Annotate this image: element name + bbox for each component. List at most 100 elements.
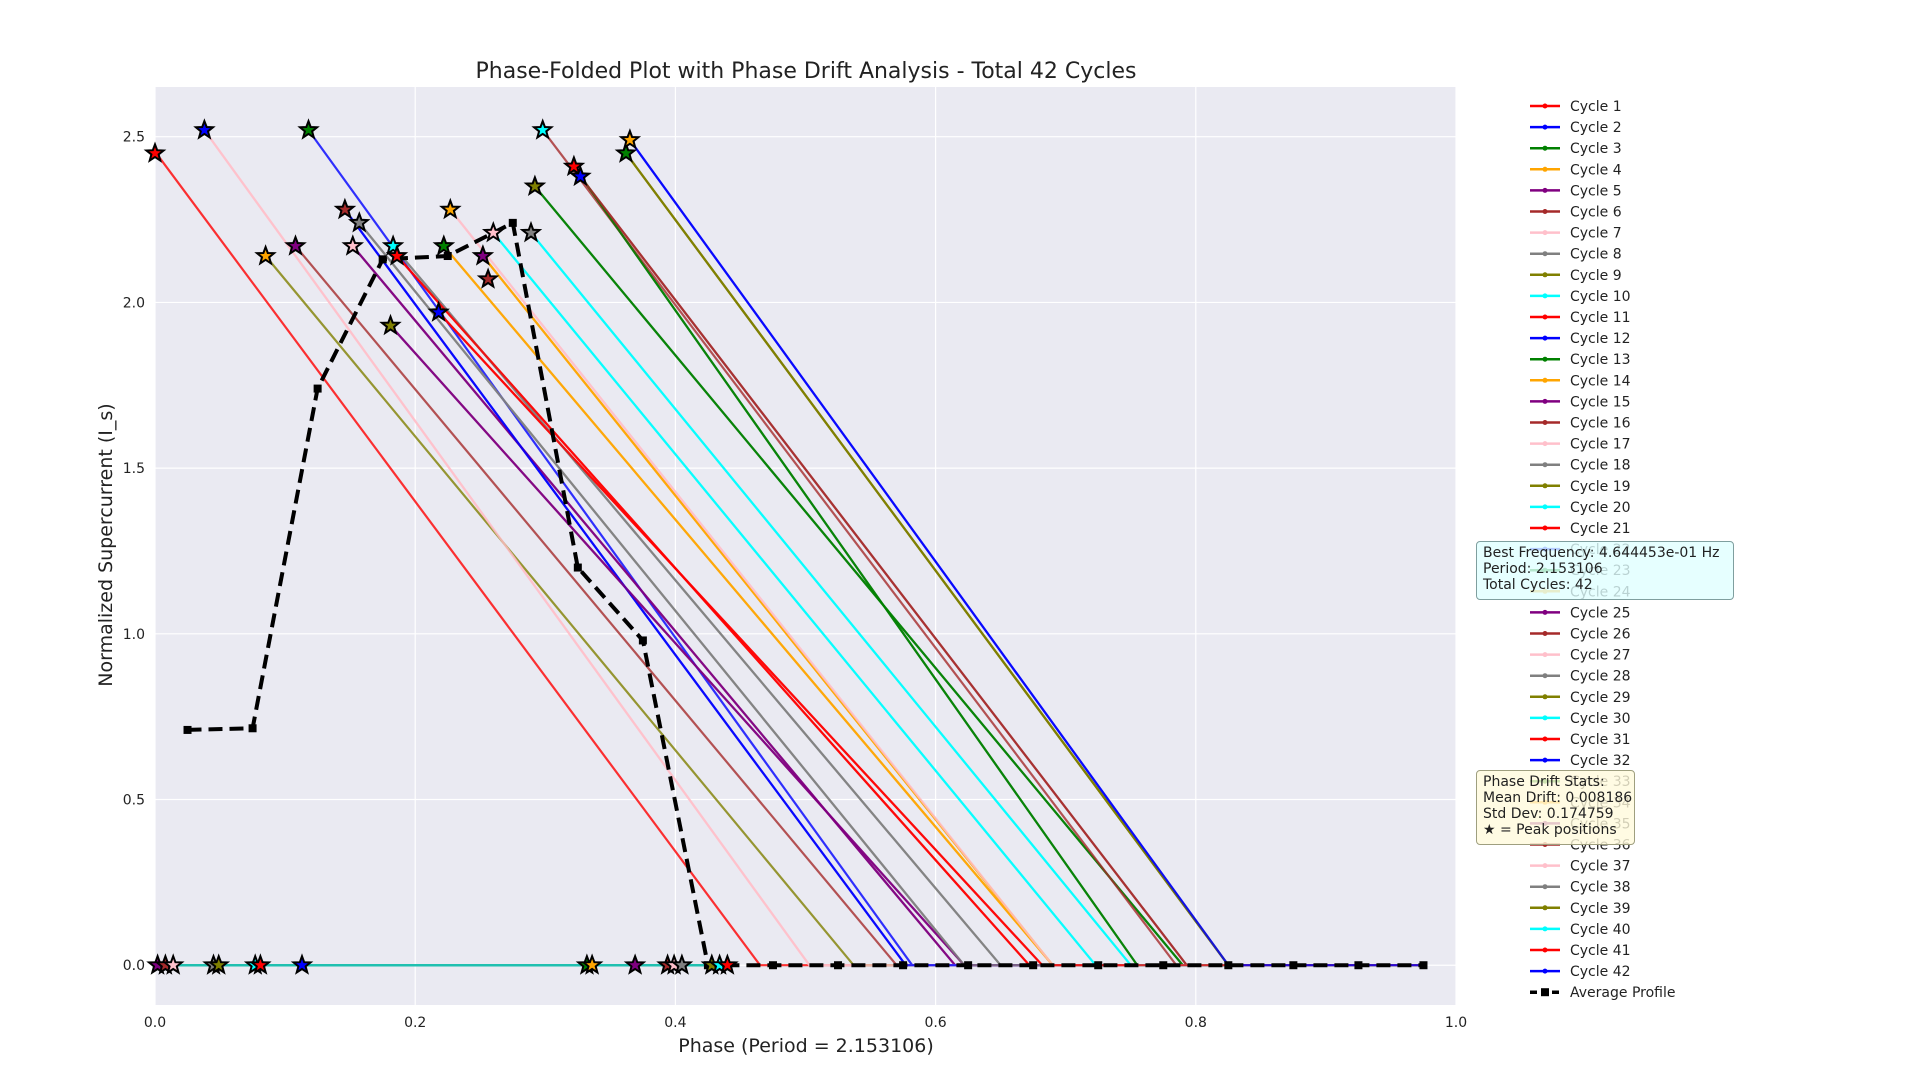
peak-star bbox=[143, 141, 167, 163]
legend-item: Cycle 5 bbox=[1530, 183, 1622, 199]
legend-label: Cycle 28 bbox=[1570, 669, 1631, 685]
peak-stars bbox=[143, 118, 739, 975]
legend-swatch-marker bbox=[1542, 293, 1548, 299]
peak-star bbox=[614, 141, 638, 163]
peak-star bbox=[193, 118, 216, 140]
average-profile-marker bbox=[1354, 961, 1363, 970]
legend-label: Cycle 32 bbox=[1570, 753, 1631, 769]
legend-swatch-marker bbox=[1542, 947, 1548, 953]
legend-label: Cycle 1 bbox=[1570, 99, 1622, 115]
legend-item: Cycle 42 bbox=[1530, 964, 1631, 980]
x-tick-label: 0.2 bbox=[404, 1015, 426, 1031]
peak-star bbox=[471, 244, 495, 266]
legend-swatch-marker bbox=[1542, 209, 1548, 214]
legend-label: Cycle 25 bbox=[1570, 605, 1631, 621]
peak-star bbox=[481, 220, 505, 243]
legend-swatch-marker bbox=[1542, 757, 1548, 763]
legend-item: Cycle 17 bbox=[1530, 437, 1631, 453]
average-profile-marker bbox=[834, 961, 843, 970]
y-tick-label: 1.5 bbox=[123, 461, 145, 477]
legend-label: Cycle 29 bbox=[1570, 690, 1631, 706]
legend-swatch-marker bbox=[1542, 398, 1548, 404]
legend-swatch-marker bbox=[1542, 673, 1548, 679]
legend-item: Cycle 30 bbox=[1530, 711, 1631, 727]
average-profile-line bbox=[187, 219, 1424, 968]
legend-swatch-marker bbox=[1542, 884, 1548, 890]
legend-item: Cycle 14 bbox=[1530, 373, 1631, 389]
legend-swatch-marker bbox=[1542, 863, 1548, 869]
peak-star bbox=[249, 953, 272, 975]
axis-ticks: 0.0 0.2 0.4 0.6 0.8 1.0 0.0 0.5 1.0 1.5 2.0 2.5 bbox=[123, 130, 1467, 1031]
average-profile-marker bbox=[638, 636, 647, 645]
legend-item: Cycle 32 bbox=[1530, 753, 1631, 769]
legend-label: Cycle 18 bbox=[1570, 458, 1631, 474]
legend-label: Cycle 8 bbox=[1570, 247, 1622, 263]
legend-label: Cycle 42 bbox=[1570, 964, 1631, 980]
average-profile-marker bbox=[248, 724, 257, 733]
average-profile-marker bbox=[313, 384, 322, 393]
legend-item: Cycle 7 bbox=[1530, 226, 1622, 242]
peak-star bbox=[290, 953, 314, 975]
peak-star bbox=[341, 234, 365, 256]
legend-swatch-marker bbox=[1542, 652, 1548, 658]
legend-label: Cycle 38 bbox=[1570, 880, 1631, 896]
legend-item: Cycle 26 bbox=[1530, 627, 1631, 643]
legend-item: Cycle 39 bbox=[1530, 901, 1631, 917]
peak-star bbox=[381, 234, 405, 256]
plot-area bbox=[155, 87, 1456, 1005]
peak-star bbox=[562, 154, 586, 177]
average-profile-marker bbox=[1419, 961, 1428, 970]
average-profile-marker bbox=[573, 563, 582, 572]
legend-item: Cycle 27 bbox=[1530, 648, 1631, 664]
average-profile-marker bbox=[443, 252, 452, 261]
legend-item: Cycle 29 bbox=[1530, 690, 1631, 706]
legend-swatch-marker bbox=[1542, 968, 1548, 974]
legend-item: Cycle 40 bbox=[1530, 922, 1631, 938]
legend-label: Cycle 39 bbox=[1570, 901, 1631, 917]
average-profile-marker bbox=[768, 961, 777, 970]
peak-star bbox=[618, 128, 642, 150]
legend-item: Cycle 4 bbox=[1530, 162, 1622, 178]
legend-item: Cycle 15 bbox=[1530, 394, 1631, 410]
legend-label: Cycle 3 bbox=[1570, 141, 1622, 157]
legend-label: Cycle 13 bbox=[1570, 352, 1631, 368]
legend-label: Cycle 26 bbox=[1570, 627, 1631, 643]
peak-star bbox=[207, 953, 231, 975]
legend-label: Cycle 14 bbox=[1570, 373, 1631, 389]
average-profile-marker bbox=[183, 725, 192, 734]
legend-item: Cycle 10 bbox=[1530, 289, 1631, 305]
average-profile-marker bbox=[1159, 961, 1168, 970]
legend-item: Cycle 8 bbox=[1530, 247, 1622, 263]
peak-star bbox=[670, 953, 694, 975]
y-tick-label: 2.0 bbox=[123, 295, 145, 311]
legend-item: Cycle 2 bbox=[1530, 120, 1622, 136]
legend-label: Cycle 15 bbox=[1570, 394, 1631, 410]
average-profile-marker bbox=[1289, 961, 1298, 970]
legend-item: Cycle 38 bbox=[1530, 880, 1631, 896]
legend-swatch-marker bbox=[1542, 314, 1548, 320]
legend-swatch-marker bbox=[1542, 272, 1548, 278]
peak-star bbox=[379, 313, 402, 336]
legend-item: Cycle 21 bbox=[1530, 521, 1631, 537]
peak-star bbox=[623, 953, 647, 975]
legend-label: Cycle 37 bbox=[1570, 859, 1631, 875]
peak-star bbox=[284, 234, 307, 256]
average-profile-marker bbox=[1094, 961, 1103, 970]
legend-item: Cycle 13 bbox=[1530, 352, 1631, 368]
peak-star bbox=[254, 244, 277, 266]
peak-star bbox=[347, 211, 371, 233]
peak-star bbox=[580, 953, 604, 975]
x-tick-label: 0.4 bbox=[664, 1015, 686, 1031]
legend-item: Cycle 3 bbox=[1530, 141, 1622, 157]
legend-label: Cycle 11 bbox=[1570, 310, 1631, 326]
peak-star bbox=[161, 953, 185, 975]
average-profile-marker bbox=[378, 255, 387, 264]
legend-label: Cycle 5 bbox=[1570, 183, 1622, 199]
legend-swatch-marker bbox=[1542, 420, 1548, 425]
peak-star bbox=[439, 197, 462, 220]
peak-star bbox=[427, 300, 450, 322]
chart-title: Phase-Folded Plot with Phase Drift Analy… bbox=[476, 59, 1137, 84]
y-tick-label: 0.5 bbox=[123, 793, 145, 809]
legend-label: Cycle 10 bbox=[1570, 289, 1631, 305]
